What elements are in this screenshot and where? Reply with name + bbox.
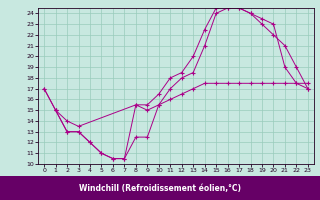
Text: Windchill (Refroidissement éolien,°C): Windchill (Refroidissement éolien,°C) [79,184,241,192]
